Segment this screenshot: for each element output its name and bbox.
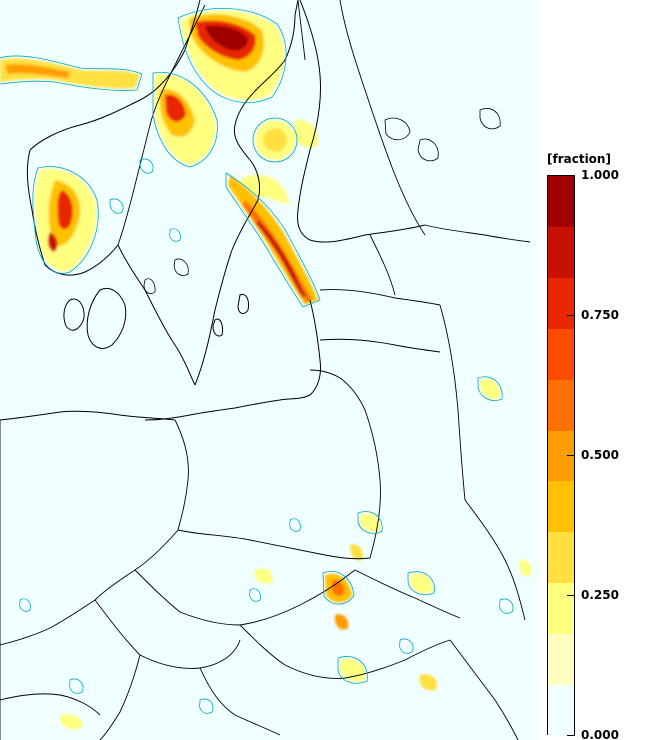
colorbar-segment: [548, 532, 574, 584]
colorbar-segment: [548, 583, 574, 635]
colorbar: [547, 175, 575, 736]
colorbar-legend: [fraction] 1.000 0.750 0.500 0.250 0.000: [545, 150, 665, 740]
legend-tick-mark: [567, 175, 575, 176]
legend-tick-label: 0.750: [581, 308, 619, 322]
field-contours: [0, 8, 514, 714]
colorbar-segment: [548, 481, 574, 533]
colorbar-segment: [548, 226, 574, 278]
legend-title: [fraction]: [547, 152, 611, 166]
legend-tick-label: 0.250: [581, 588, 619, 602]
legend-tick-mark: [567, 595, 575, 596]
map-canvas[interactable]: [0, 0, 540, 740]
colorbar-segment: [548, 328, 574, 380]
colorbar-segment: [548, 685, 574, 736]
colorbar-segment: [548, 634, 574, 686]
legend-tick-mark: [567, 315, 575, 316]
coastlines: [0, 0, 426, 421]
legend-tick-label: 1.000: [581, 168, 619, 182]
lakes: [143, 108, 501, 294]
colorbar-segment: [548, 176, 574, 227]
legend-tick-label: 0.500: [581, 448, 619, 462]
fraction-field: [0, 10, 532, 730]
colorbar-segment: [548, 277, 574, 329]
legend-tick-mark: [567, 455, 575, 456]
country-borders: [0, 0, 531, 740]
map-panel[interactable]: [0, 0, 540, 740]
colorbar-segment: [548, 379, 574, 431]
map-background: [0, 0, 540, 740]
legend-tick-mark: [567, 735, 575, 736]
legend-tick-label: 0.000: [581, 728, 619, 740]
